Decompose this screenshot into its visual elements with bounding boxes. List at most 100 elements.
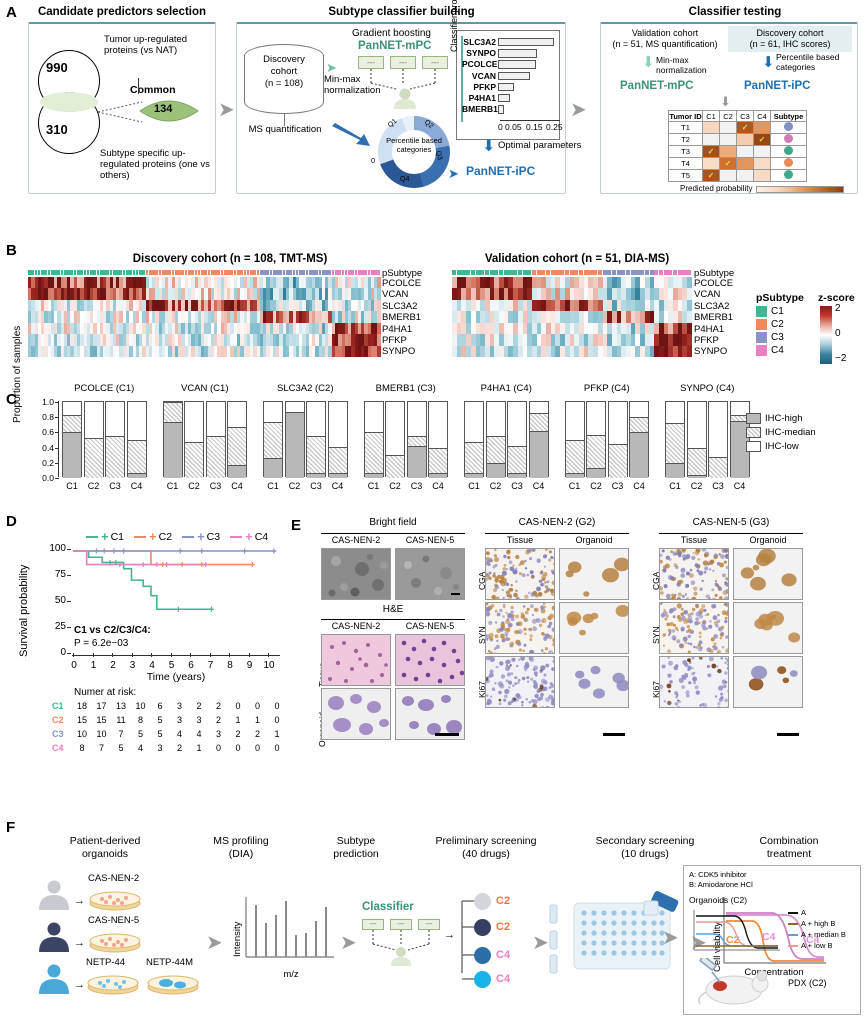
heatmap-cell bbox=[456, 277, 462, 289]
heatmap-cell bbox=[517, 322, 523, 335]
ipc-arrow-icon: ➤ bbox=[448, 166, 459, 181]
heatmap-cell bbox=[616, 299, 622, 312]
heatmap-cell bbox=[351, 299, 355, 312]
heatmap-cell bbox=[230, 277, 234, 289]
heatmap-cell bbox=[250, 311, 254, 323]
heatmap-cell bbox=[546, 311, 551, 323]
heatmap-cell bbox=[555, 334, 561, 346]
heatmap-cell bbox=[470, 288, 476, 300]
heatmap-cell bbox=[480, 311, 485, 323]
subtype-strip-cell bbox=[489, 270, 494, 275]
heatmap-cell bbox=[54, 311, 58, 323]
heatmap-cell bbox=[687, 288, 692, 300]
heatmap-cell bbox=[158, 311, 162, 323]
f-classifier-label: Classifier bbox=[362, 901, 414, 913]
heatmap-cell bbox=[129, 311, 133, 323]
heatmap-cell bbox=[122, 345, 126, 357]
ihc-group-title-1: CAS-NEN-2 (G2) bbox=[518, 517, 596, 528]
heatmap-cell bbox=[364, 322, 368, 335]
heatmap-cell bbox=[220, 311, 224, 323]
heatmap-cell bbox=[41, 288, 45, 300]
km-legend-item: + C1 bbox=[86, 529, 124, 544]
heatmap-cell bbox=[325, 299, 329, 312]
heatmap-cell bbox=[466, 277, 471, 289]
heatmap-cell bbox=[635, 277, 641, 289]
heatmap-cell bbox=[272, 334, 277, 346]
heatmap-cell bbox=[626, 299, 631, 312]
classifier-bar-label: P4HA1 bbox=[468, 93, 496, 103]
heatmap-cell bbox=[240, 299, 244, 312]
heatmap-cell bbox=[272, 277, 277, 289]
heatmap-cell bbox=[318, 277, 322, 289]
bar-seg-median bbox=[687, 447, 706, 475]
classifier-bar-label: PFKP bbox=[473, 81, 496, 92]
subtype-strip-cell bbox=[90, 270, 93, 275]
heatmap-cell bbox=[555, 299, 561, 312]
risk-value: 13 bbox=[115, 701, 126, 711]
heatmap-cell bbox=[181, 299, 185, 312]
heatmap-cell bbox=[207, 345, 211, 357]
heatmap-cell bbox=[470, 322, 476, 335]
heatmap-cell bbox=[321, 334, 326, 346]
heatmap-cell bbox=[452, 277, 457, 289]
subtype-strip-cell bbox=[607, 270, 612, 275]
km-ytick: 100 bbox=[49, 543, 66, 554]
heatmap-cell bbox=[152, 277, 156, 289]
heatmap-cell bbox=[607, 311, 612, 323]
subtype-strip-cell bbox=[220, 270, 224, 275]
heatmap-cell bbox=[50, 334, 55, 346]
heatmap-cell bbox=[569, 345, 575, 357]
heatmap-cell bbox=[480, 288, 485, 300]
zscore-legend-title: z-score bbox=[818, 292, 855, 304]
prediction-col-header: Subtype bbox=[770, 110, 807, 122]
venn-common-count: 134 bbox=[154, 103, 173, 115]
heatmap-cell bbox=[489, 334, 495, 346]
heatmap-cell bbox=[673, 299, 678, 312]
heatmap-cell bbox=[588, 288, 594, 300]
heatmap-cell bbox=[299, 334, 303, 346]
heatmap-cell bbox=[135, 299, 140, 312]
heatmap-cell bbox=[148, 299, 153, 312]
combo-legend-label: A + low B bbox=[801, 941, 833, 950]
heatmap-cell bbox=[494, 322, 500, 335]
discovery-cohort-cylinder bbox=[244, 44, 324, 114]
heatmap-cell bbox=[174, 345, 179, 357]
heatmap-cell bbox=[569, 288, 575, 300]
km-censor-mark bbox=[242, 548, 248, 554]
heatmap-row-label: VCAN bbox=[694, 289, 721, 301]
heatmap-cell bbox=[677, 322, 683, 335]
heatmap-cell bbox=[31, 288, 35, 300]
heatmap-cell bbox=[37, 322, 42, 335]
heatmap-cell bbox=[122, 299, 126, 312]
heatmap-cell bbox=[161, 322, 166, 335]
heatmap-cell bbox=[106, 345, 110, 357]
heatmap-row-label: SLC3A2 bbox=[382, 300, 418, 312]
heatmap-cell bbox=[142, 299, 146, 312]
subtype-strip-cell bbox=[50, 270, 54, 275]
heatmap-cell bbox=[178, 288, 182, 300]
heatmap-cell bbox=[171, 288, 175, 300]
heatmap-cell bbox=[204, 277, 208, 289]
heatmap-cell bbox=[282, 277, 286, 289]
heatmap-cell bbox=[621, 322, 627, 335]
bar-tick-0: 0 bbox=[498, 122, 503, 132]
subtype-strip-cell bbox=[80, 270, 83, 275]
risk-value: 2 bbox=[215, 701, 221, 711]
km-xtick: 7 bbox=[207, 660, 214, 671]
subtype-strip-cell bbox=[517, 270, 522, 275]
heatmap-cell bbox=[93, 322, 97, 335]
heatmap-cell bbox=[677, 277, 683, 289]
heatmap-cell bbox=[240, 345, 244, 357]
heatmap-cell bbox=[50, 277, 55, 289]
bar-seg-high bbox=[127, 472, 146, 478]
heatmap-cell bbox=[522, 334, 528, 346]
km-censor-mark bbox=[203, 562, 209, 568]
heatmap-cell bbox=[370, 322, 375, 335]
heatmap-cell bbox=[34, 334, 38, 346]
heatmap-cell bbox=[253, 311, 257, 323]
heatmap-cell bbox=[246, 299, 251, 312]
risk-value: 1 bbox=[274, 729, 280, 739]
viability-label-c2: C2 bbox=[726, 934, 740, 946]
heatmap-cell bbox=[583, 334, 589, 346]
heatmap-cell bbox=[354, 334, 358, 346]
